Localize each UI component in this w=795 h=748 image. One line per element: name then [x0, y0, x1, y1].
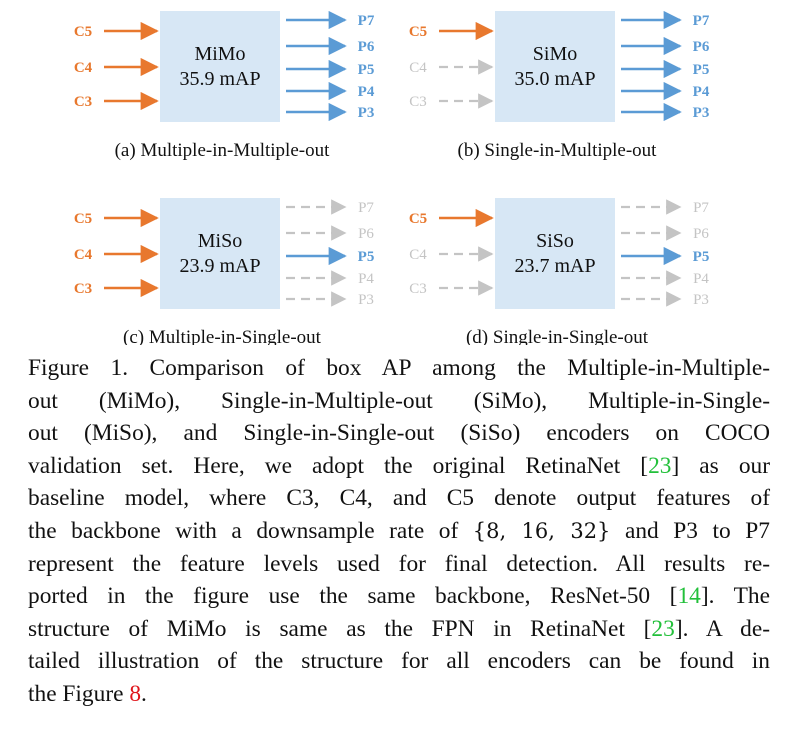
output-label-p4: P4: [358, 84, 375, 100]
input-label-c3: C3: [409, 281, 427, 297]
output-label-p3: P3: [358, 292, 374, 308]
encoder-map-score: 35.9 mAP: [179, 68, 260, 90]
caption-text: the Figure: [28, 680, 130, 707]
encoder-map-score: 23.9 mAP: [179, 255, 260, 277]
caption-text: .: [141, 680, 147, 707]
input-label-c3: C3: [74, 281, 92, 297]
encoder-name: SiMo: [533, 43, 577, 65]
caption-line-5: baseline model, where C3, C4, and C5 den…: [28, 485, 770, 512]
encoder-map-score: 35.0 mAP: [514, 68, 595, 90]
input-label-c5: C5: [409, 211, 427, 227]
encoder-box: [495, 198, 615, 309]
input-label-c5: C5: [74, 24, 92, 40]
output-label-p5: P5: [693, 249, 710, 265]
output-label-p5: P5: [693, 62, 710, 78]
encoder-box: [495, 11, 615, 122]
input-label-c5: C5: [409, 24, 427, 40]
caption-text: ] as our: [671, 452, 770, 479]
encoder-diagrams: MiMo 35.9 mAP C5 C4 C3 P7 P6 P5 P4 P3 (a) Multiple…: [74, 10, 710, 345]
panel-subcaption: (d) Single-in-Single-out: [466, 327, 649, 345]
input-label-c4: C4: [409, 247, 427, 263]
caption-text: the backbone with a downsample rate of: [28, 517, 473, 544]
panel-simo: SiMo 35.0 mAP C5 C4 C3 P7 P6 P5 P4 P3 (b) Single-i…: [409, 10, 710, 161]
input-label-c3: C3: [409, 94, 427, 110]
caption-text: validation set. Here, we adopt the origi…: [28, 452, 649, 479]
caption-text: and P3 to P7: [610, 517, 770, 544]
output-label-p6: P6: [358, 226, 374, 242]
caption-line-7: represent the feature levels used for fi…: [28, 550, 770, 577]
panel-subcaption: (b) Single-in-Multiple-out: [458, 140, 658, 161]
encoder-box: [160, 198, 280, 309]
figure-caption: Figure 1. Comparison of box AP among the…: [28, 352, 770, 711]
caption-line-11: the Figure 8.: [28, 678, 770, 711]
caption-line-4: validation set. Here, we adopt the origi…: [28, 450, 770, 483]
panel-subcaption: (a) Multiple-in-Multiple-out: [115, 140, 330, 161]
downsample-rate-math: {8, 16, 32}: [472, 518, 611, 543]
output-label-p6: P6: [693, 226, 709, 242]
input-label-c4: C4: [409, 60, 427, 76]
input-label-c5: C5: [74, 211, 92, 227]
caption-line-10: tailed illustration of the structure for…: [28, 648, 770, 675]
caption-text: ported in the figure use the same backbo…: [28, 583, 678, 610]
encoder-map-score: 23.7 mAP: [514, 255, 595, 277]
caption-text: structure of MiMo is same as the FPN in …: [28, 615, 652, 642]
output-label-p5: P5: [358, 249, 375, 265]
input-label-c4: C4: [74, 247, 93, 263]
input-label-c4: C4: [74, 60, 93, 76]
encoder-comparison-figure: MiMo 35.9 mAP C5 C4 C3 P7 P6 P5 P4 P3 (a) Multiple…: [0, 0, 795, 345]
encoder-name: SiSo: [536, 230, 574, 252]
citation-link-23[interactable]: 23: [648, 452, 672, 479]
caption-text: ]. A de-: [674, 615, 770, 642]
figure-ref-link-8[interactable]: 8: [129, 680, 142, 707]
caption-line-1: Figure 1. Comparison of box AP among the…: [28, 355, 770, 381]
caption-line-8: ported in the figure use the same backbo…: [28, 580, 770, 613]
citation-link-14[interactable]: 14: [677, 583, 701, 610]
caption-line-2: out (MiMo), Single-in-Multiple-out (SiMo…: [28, 387, 770, 414]
output-label-p3: P3: [693, 292, 709, 308]
output-label-p4: P4: [693, 271, 709, 287]
input-label-c3: C3: [74, 94, 92, 110]
output-label-p7: P7: [693, 13, 710, 29]
citation-link-23[interactable]: 23: [651, 615, 675, 642]
output-label-p6: P6: [693, 39, 710, 55]
panel-mimo: MiMo 35.9 mAP C5 C4 C3 P7 P6 P5 P4 P3 (a) Multiple…: [74, 10, 375, 161]
output-label-p4: P4: [358, 271, 374, 287]
panel-siso: SiSo 23.7 mAP C5 C4 C3 P7 P6 P5 P4 P3 (d) Single-i…: [409, 198, 710, 345]
output-label-p3: P3: [358, 105, 375, 121]
caption-line-3: out (MiSo), and Single-in-Single-out (Si…: [28, 420, 770, 447]
panel-subcaption: (c) Multiple-in-Single-out: [123, 327, 322, 345]
encoder-box: [160, 11, 280, 122]
output-label-p3: P3: [693, 105, 710, 121]
output-label-p6: P6: [358, 39, 375, 55]
caption-line-9: structure of MiMo is same as the FPN in …: [28, 613, 770, 646]
output-label-p5: P5: [358, 62, 375, 78]
panel-miso: MiSo 23.9 mAP C5 C4 C3 P7 P6 P5 P4 P3 (c) Multiple…: [74, 198, 375, 345]
encoder-name: MiMo: [194, 43, 245, 65]
output-label-p4: P4: [693, 84, 710, 100]
encoder-name: MiSo: [198, 230, 242, 252]
output-label-p7: P7: [693, 200, 709, 216]
output-label-p7: P7: [358, 13, 375, 29]
output-label-p7: P7: [358, 200, 374, 216]
caption-text: ]. The: [700, 583, 770, 610]
caption-line-6: the backbone with a downsample rate of {…: [28, 515, 770, 548]
